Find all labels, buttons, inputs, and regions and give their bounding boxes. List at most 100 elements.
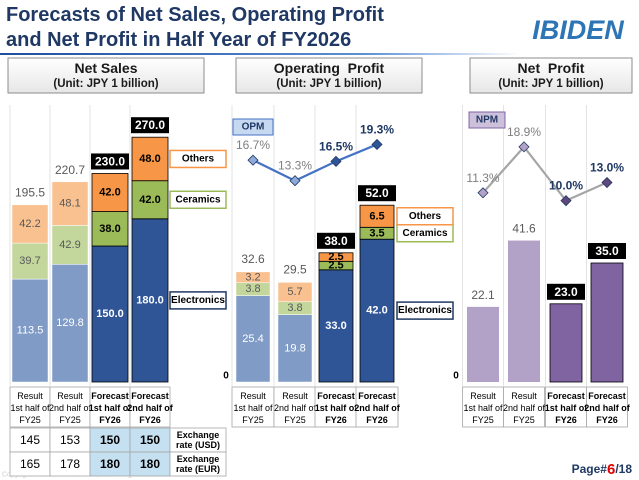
segment-label: 180.0: [136, 294, 164, 306]
category-cell: [503, 386, 545, 428]
bar-segment: [318, 252, 354, 262]
legend-box: [169, 190, 227, 210]
ratio-name-box: [232, 118, 274, 136]
category-label: Result: [470, 391, 496, 401]
legend-box: [169, 149, 227, 169]
bar-segment: [11, 204, 49, 244]
value-label: 41.6: [512, 222, 536, 236]
value-label-box: [317, 232, 355, 249]
bar: [549, 303, 583, 383]
legend-label: Electronics: [171, 295, 225, 306]
ratio-marker: [560, 195, 572, 207]
bar-segment: [51, 264, 89, 383]
value-label: 52.0: [365, 186, 389, 200]
category-label: FY25: [59, 415, 81, 425]
segment-label: 3.8: [245, 283, 260, 295]
table-value: 180: [100, 457, 120, 471]
category-label: Forecast: [317, 391, 355, 401]
y-tick-label: 0: [223, 371, 229, 382]
ratio-marker: [371, 138, 383, 151]
category-cell: [231, 386, 275, 428]
bar-segment: [235, 295, 271, 383]
segment-label: 2.5: [328, 251, 343, 263]
ratio-label: 13.3%: [278, 159, 312, 173]
chart-header-box: [469, 57, 633, 94]
ratio-marker: [247, 154, 259, 166]
table-label: rate (EUR): [176, 464, 220, 474]
table-label: Exchange: [177, 430, 220, 440]
bar-segment: [91, 211, 129, 247]
value-label-box: [358, 185, 396, 202]
bar-segment: [91, 245, 129, 383]
segment-label: 129.8: [56, 317, 84, 329]
table-cell: [9, 427, 51, 453]
table-value: 145: [20, 433, 40, 447]
bar-segment: [51, 181, 89, 226]
ratio-label: 19.3%: [360, 122, 394, 136]
bar-segment: [318, 269, 354, 383]
segment-label: 42.0: [99, 187, 120, 199]
legend-box: [169, 291, 227, 310]
segment-label: 48.1: [59, 198, 80, 210]
table-label: rate (USD): [176, 440, 220, 450]
logo: IBIDEN: [532, 15, 624, 45]
category-cell: [129, 386, 171, 428]
value-label: 38.0: [324, 234, 348, 248]
segment-label: 25.4: [242, 333, 263, 345]
category-label: FY25: [19, 415, 41, 425]
table-value: 150: [100, 433, 120, 447]
chart-subtitle: (Unit: JPY 1 billion): [498, 78, 603, 90]
category-label: Forecast: [358, 391, 396, 401]
bar-segment: [11, 242, 49, 280]
chart-title: Net Sales: [74, 60, 137, 76]
bar-segment: [131, 136, 169, 182]
bar-segment: [91, 173, 129, 212]
segment-label: 42.0: [139, 194, 160, 206]
slide-title: and Net Profit in Half Year of FY2026: [6, 29, 351, 51]
legend-box: [396, 301, 454, 320]
chart-header-box: [7, 57, 205, 94]
page-current: 6: [607, 461, 615, 478]
segment-label: 39.7: [19, 255, 40, 267]
value-label: 195.5: [15, 186, 45, 200]
category-label: 1st half of: [315, 403, 359, 413]
table-cell: [49, 427, 91, 453]
legend-box: [396, 207, 454, 226]
table-label-cell: [169, 451, 227, 477]
segment-label: 42.2: [19, 218, 40, 230]
table-cell: [129, 451, 171, 477]
table-label: Exchange: [177, 454, 220, 464]
category-cell: [314, 386, 358, 428]
value-label-box: [588, 243, 626, 259]
bar-segment: [359, 204, 395, 228]
segment-label: 48.0: [139, 153, 160, 165]
category-label: FY26: [99, 415, 121, 425]
page-total: /18: [615, 462, 632, 476]
segment-label: 42.9: [59, 239, 80, 251]
category-label: FY26: [596, 415, 618, 425]
category-label: 1st half of: [233, 403, 273, 413]
segment-label: 38.0: [99, 223, 120, 235]
value-label: 23.0: [554, 285, 578, 299]
bar-segment: [359, 238, 395, 383]
category-label: Result: [240, 391, 266, 401]
chart-subtitle: (Unit: JPY 1 billion): [276, 78, 381, 90]
ratio-label: 16.7%: [236, 138, 270, 152]
category-label: 2nd half of: [127, 403, 173, 413]
table-cell: [49, 451, 91, 477]
bar: [508, 240, 540, 382]
slide-title: Forecasts of Net Sales, Operating Profit: [6, 4, 384, 26]
ratio-marker: [330, 155, 342, 167]
ratio-label: 13.0%: [590, 161, 624, 175]
category-label: Result: [282, 391, 308, 401]
title-rule: [0, 53, 520, 55]
segment-label: 3.8: [287, 302, 302, 314]
ratio-marker: [289, 175, 301, 187]
segment-label: 3.2: [245, 271, 260, 283]
category-label: FY26: [555, 415, 577, 425]
ratio-label: 11.3%: [466, 171, 499, 185]
category-label: 1st half of: [463, 403, 503, 413]
category-label: 1st half of: [545, 403, 589, 413]
category-label: FY25: [472, 415, 494, 425]
